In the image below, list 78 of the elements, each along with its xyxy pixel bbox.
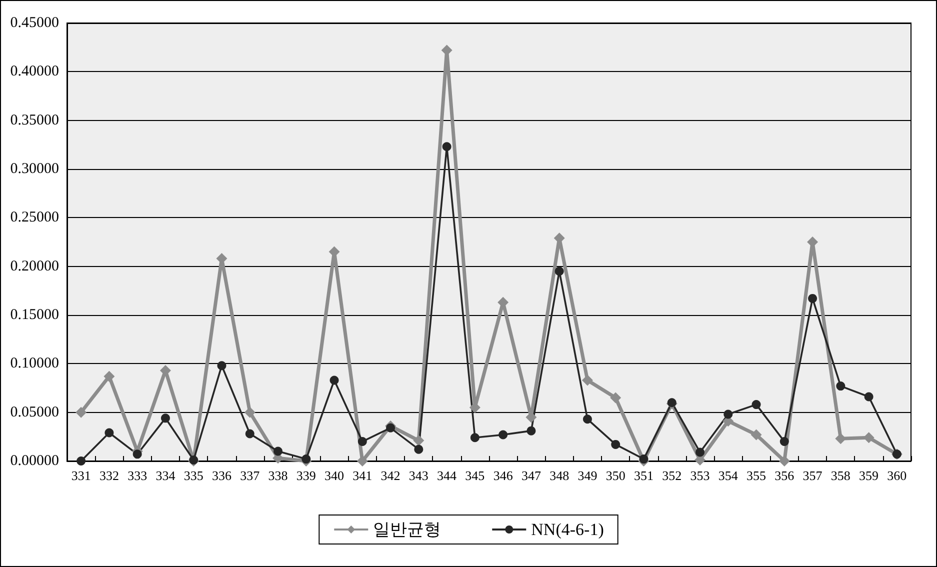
x-tick-label: 341 [352,468,372,483]
point [554,266,564,276]
x-tick-label: 333 [128,468,148,483]
x-tick-label: 343 [408,468,428,483]
point [864,392,874,402]
point [217,361,226,370]
point [442,142,452,152]
point [780,437,789,446]
x-tick-label: 358 [830,468,850,483]
y-tick-label: 0.40000 [10,64,59,80]
legend-label: NN(4-6-1) [531,520,604,539]
point [245,429,254,438]
point [639,454,648,464]
point [582,374,593,386]
y-tick-label: 0.35000 [10,112,59,128]
x-tick-label: 342 [380,468,400,483]
x-tick-label: 331 [71,468,91,483]
point [582,414,592,424]
point [132,450,142,459]
x-tick-label: 352 [662,468,682,483]
x-tick-label: 336 [212,468,232,483]
y-tick-label: 0.15000 [10,307,59,323]
y-tick-label: 0.20000 [10,258,59,274]
x-tick-label: 337 [240,468,260,483]
y-tick-label: 0.00000 [10,453,59,469]
point [696,448,704,457]
point [611,440,620,449]
y-tick-label: 0.05000 [10,404,59,420]
point [808,294,818,303]
x-tick-label: 355 [746,468,766,483]
x-tick-label: 359 [859,468,879,483]
x-tick-label: 357 [802,468,823,483]
x-tick-label: 346 [493,468,514,483]
x-tick-label: 332 [99,468,119,483]
legend-label: 일반균형 [373,520,442,539]
point [76,456,86,466]
point [160,414,170,423]
x-tick-label: 353 [690,468,710,483]
point [274,446,282,456]
x-tick-label: 344 [437,468,458,483]
y-tick-label: 0.25000 [10,210,59,226]
point [330,376,339,385]
x-tick-label: 347 [521,468,542,483]
y-tick-label: 0.10000 [10,356,59,372]
point [386,423,396,432]
x-tick-label: 338 [268,468,288,483]
point [526,426,536,436]
point [413,435,424,446]
y-tick-label: 0.45000 [10,15,59,31]
x-tick-label: 351 [634,468,654,483]
y-tick-label: 0.30000 [10,161,59,177]
point [244,406,256,418]
point [752,400,761,410]
x-tick-label: 335 [184,468,204,483]
point [414,444,424,454]
x-tick-label: 334 [156,468,176,483]
point [358,437,367,446]
point [836,382,846,391]
x-tick-label: 349 [578,468,598,483]
x-tick-label: 340 [324,468,344,483]
point [76,406,87,418]
point [750,429,762,440]
point [610,392,622,404]
x-tick-label: 360 [887,468,907,483]
point [835,433,846,444]
x-tick-label: 350 [606,468,626,483]
x-tick-label: 345 [465,468,485,483]
point [498,430,508,440]
x-tick-label: 356 [774,468,795,483]
point [470,433,480,442]
point [724,410,733,419]
point [104,370,115,382]
x-tick-label: 348 [550,468,570,483]
point [104,428,114,438]
point [778,456,790,466]
point [302,454,311,464]
x-tick-label: 354 [718,468,738,483]
x-tick-label: 339 [296,468,316,483]
